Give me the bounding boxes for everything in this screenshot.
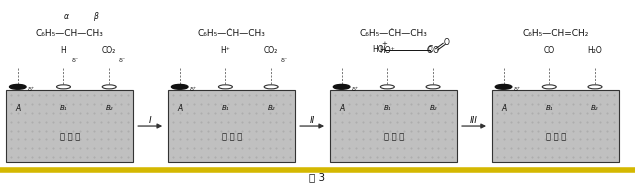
Text: H: H xyxy=(60,46,67,55)
Text: HO: HO xyxy=(373,45,384,54)
Text: +: + xyxy=(381,41,387,47)
Text: C: C xyxy=(428,45,433,54)
Text: I: I xyxy=(149,116,152,125)
Text: H₂O: H₂O xyxy=(587,46,603,55)
Text: δ⁻: δ⁻ xyxy=(118,58,126,63)
Text: δ⁺: δ⁺ xyxy=(28,86,35,92)
Text: B₂: B₂ xyxy=(429,105,437,111)
Text: HO⁺: HO⁺ xyxy=(380,46,395,55)
Text: 图 3: 图 3 xyxy=(309,172,326,182)
Text: α: α xyxy=(64,12,69,21)
Text: 催 化 剂: 催 化 剂 xyxy=(222,132,242,141)
Circle shape xyxy=(588,85,602,89)
Text: II: II xyxy=(309,116,315,125)
Text: C₆H₅—ĊH—CH₃: C₆H₅—ĊH—CH₃ xyxy=(360,29,427,38)
Circle shape xyxy=(171,84,188,89)
Text: C₆H₅—CH—CH₃: C₆H₅—CH—CH₃ xyxy=(36,29,104,38)
Text: B₂: B₂ xyxy=(267,105,275,111)
Text: B₁: B₁ xyxy=(545,105,553,111)
Circle shape xyxy=(264,85,278,89)
Text: H⁺: H⁺ xyxy=(220,46,231,55)
Text: δ⁺: δ⁺ xyxy=(190,86,197,92)
Bar xyxy=(330,90,457,162)
Text: 催 化 剂: 催 化 剂 xyxy=(60,132,80,141)
Text: B₁: B₁ xyxy=(60,105,67,111)
Text: B₂: B₂ xyxy=(105,105,113,111)
Circle shape xyxy=(495,84,512,89)
Bar xyxy=(6,90,133,162)
Text: III: III xyxy=(470,116,478,125)
Circle shape xyxy=(542,85,556,89)
Text: B₁: B₁ xyxy=(384,105,391,111)
Text: A: A xyxy=(177,104,182,113)
Text: CO₂: CO₂ xyxy=(264,46,278,55)
Circle shape xyxy=(10,84,26,89)
Text: B₂: B₂ xyxy=(591,105,599,111)
Circle shape xyxy=(426,85,440,89)
Text: δ⁺: δ⁺ xyxy=(352,86,359,92)
Text: 催 化 剂: 催 化 剂 xyxy=(545,132,566,141)
Circle shape xyxy=(218,85,232,89)
Text: β: β xyxy=(93,12,98,21)
Text: δ⁺: δ⁺ xyxy=(514,86,521,92)
Text: O: O xyxy=(444,38,450,47)
Circle shape xyxy=(380,85,394,89)
Text: δ⁻: δ⁻ xyxy=(71,58,79,63)
Bar xyxy=(492,90,619,162)
Text: C₆H₅—ĊH—CH₃: C₆H₅—ĊH—CH₃ xyxy=(198,29,265,38)
Circle shape xyxy=(333,84,350,89)
Circle shape xyxy=(57,85,70,89)
Text: C₆H₅—CH=CH₂: C₆H₅—CH=CH₂ xyxy=(523,29,589,38)
Circle shape xyxy=(102,85,116,89)
Bar xyxy=(168,90,295,162)
Text: CO: CO xyxy=(544,46,555,55)
Text: B₁: B₁ xyxy=(222,105,229,111)
Text: A: A xyxy=(15,104,20,113)
Text: C⁽O: C⁽O xyxy=(427,46,439,55)
Text: A: A xyxy=(501,104,506,113)
Text: A: A xyxy=(339,104,344,113)
Text: 催 化 剂: 催 化 剂 xyxy=(384,132,404,141)
Text: δ⁻: δ⁻ xyxy=(280,58,288,63)
Text: CO₂: CO₂ xyxy=(102,46,116,55)
